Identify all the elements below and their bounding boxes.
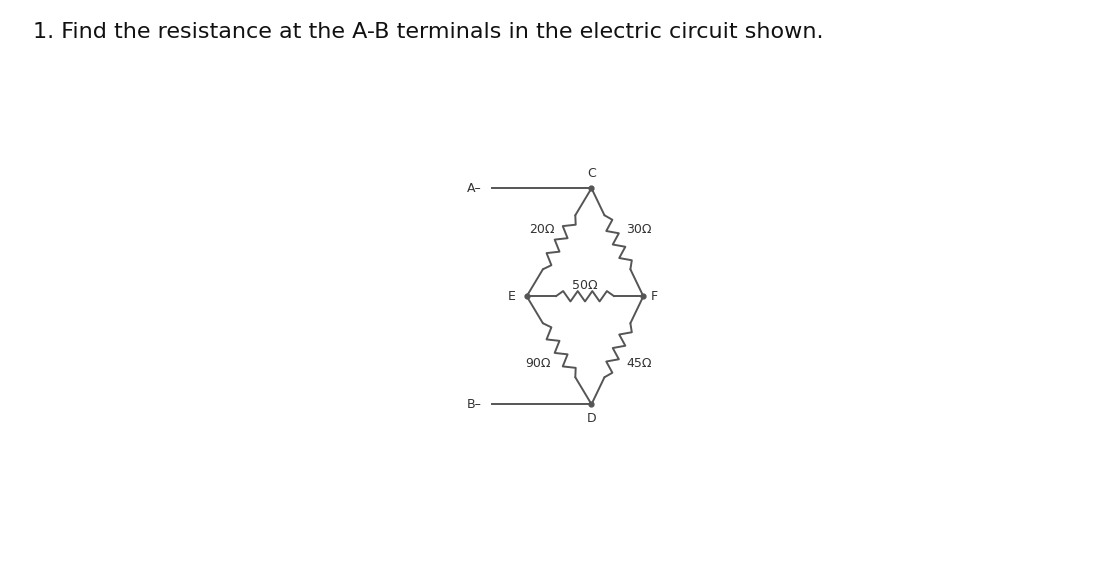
Text: A–: A–	[467, 182, 481, 195]
Text: 45Ω: 45Ω	[626, 357, 652, 370]
Text: E: E	[508, 290, 516, 303]
Text: 1. Find the resistance at the A-B terminals in the electric circuit shown.: 1. Find the resistance at the A-B termin…	[33, 22, 824, 43]
Text: F: F	[652, 290, 658, 303]
Text: 20Ω: 20Ω	[529, 223, 555, 236]
Text: C: C	[587, 168, 596, 181]
Text: D: D	[587, 412, 596, 425]
Text: 50Ω: 50Ω	[573, 279, 598, 292]
Text: 90Ω: 90Ω	[525, 357, 550, 370]
Text: B–: B–	[466, 398, 481, 411]
Text: 30Ω: 30Ω	[626, 223, 652, 236]
